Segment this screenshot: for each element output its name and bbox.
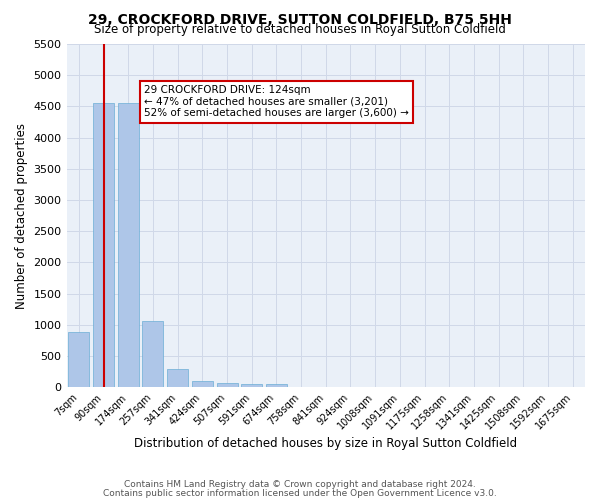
Bar [241, 384, 262, 388]
Bar [93, 104, 114, 388]
Text: Contains HM Land Registry data © Crown copyright and database right 2024.: Contains HM Land Registry data © Crown c… [124, 480, 476, 489]
Bar [167, 368, 188, 388]
Bar [118, 104, 139, 388]
Bar [217, 384, 238, 388]
X-axis label: Distribution of detached houses by size in Royal Sutton Coldfield: Distribution of detached houses by size … [134, 437, 517, 450]
Text: 29 CROCKFORD DRIVE: 124sqm
← 47% of detached houses are smaller (3,201)
52% of s: 29 CROCKFORD DRIVE: 124sqm ← 47% of deta… [145, 85, 409, 118]
Text: Contains public sector information licensed under the Open Government Licence v3: Contains public sector information licen… [103, 488, 497, 498]
Bar [266, 384, 287, 388]
Text: 29, CROCKFORD DRIVE, SUTTON COLDFIELD, B75 5HH: 29, CROCKFORD DRIVE, SUTTON COLDFIELD, B… [88, 12, 512, 26]
Bar [192, 382, 213, 388]
Bar [68, 332, 89, 388]
Text: Size of property relative to detached houses in Royal Sutton Coldfield: Size of property relative to detached ho… [94, 22, 506, 36]
Y-axis label: Number of detached properties: Number of detached properties [15, 122, 28, 308]
Bar [142, 321, 163, 388]
